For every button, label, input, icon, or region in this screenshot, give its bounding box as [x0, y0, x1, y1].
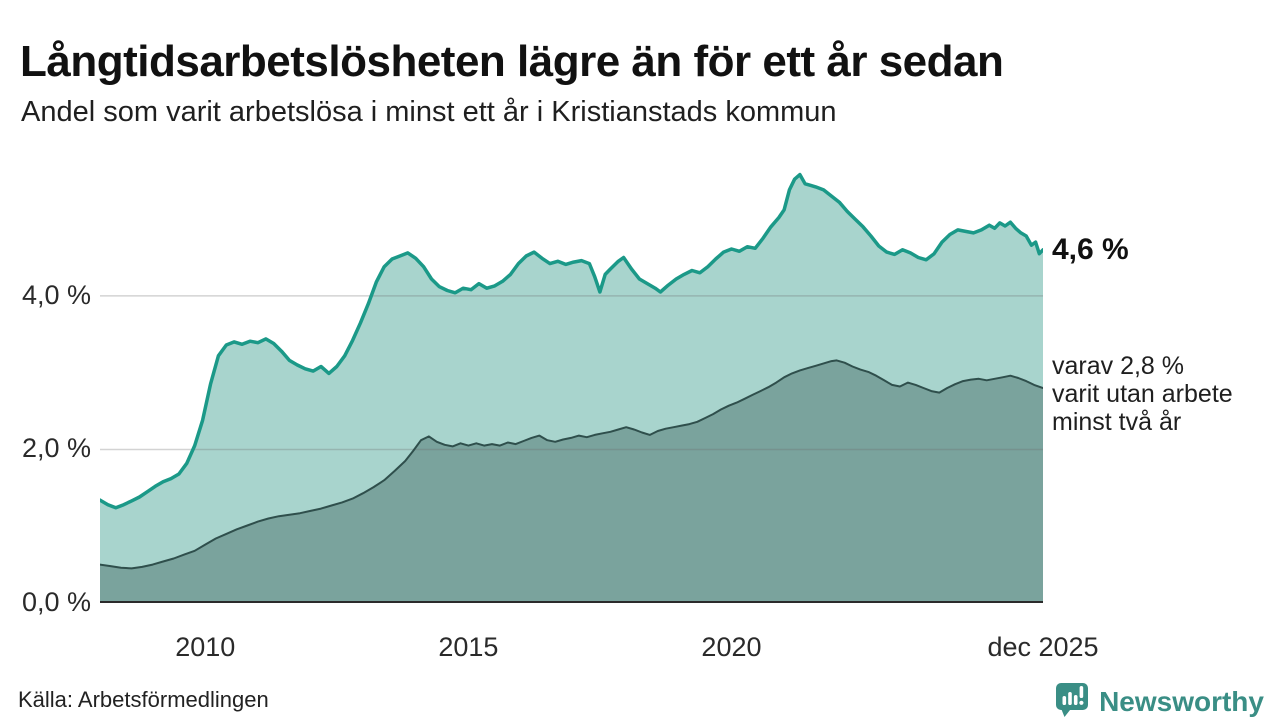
newsworthy-logo: Newsworthy: [1053, 680, 1264, 723]
x-axis-tick-label: 2020: [701, 632, 762, 662]
y-axis-tick-label: 0,0 %: [22, 587, 92, 617]
x-axis-tick-label: dec 2025: [987, 632, 1099, 662]
y-axis-tick-label: 2,0 %: [22, 433, 92, 464]
x-axis-tick-label: 2010: [175, 632, 236, 662]
newsworthy-logo-icon: [1053, 680, 1091, 723]
page-title: Långtidsarbetslösheten lägre än för ett …: [20, 37, 1004, 87]
subseries-annotation-line3: minst två år: [1052, 408, 1182, 436]
subseries-annotation-line2: varit utan arbete: [1052, 380, 1233, 408]
subseries-annotation-line1: varav 2,8 %: [1052, 352, 1185, 380]
area-chart: [100, 172, 1043, 603]
x-axis-tick-label: 2015: [438, 632, 499, 662]
series-area-subseries: [100, 360, 1043, 603]
y-axis-tick-label: 4,0 %: [22, 279, 92, 310]
newsworthy-logo-text: Newsworthy: [1099, 685, 1264, 717]
series-line-subseries: [100, 359, 1043, 570]
chart-plot-area: [100, 150, 1043, 603]
source-credit: Källa: Arbetsförmedlingen: [18, 687, 269, 712]
series-line-total: [100, 172, 1043, 510]
latest-value-label: 4,6 %: [1052, 233, 1129, 266]
subseries-annotation: varav 2,8 % varit utan arbete minst två …: [1052, 352, 1233, 436]
chart-subtitle: Andel som varit arbetslösa i minst ett å…: [21, 96, 837, 128]
